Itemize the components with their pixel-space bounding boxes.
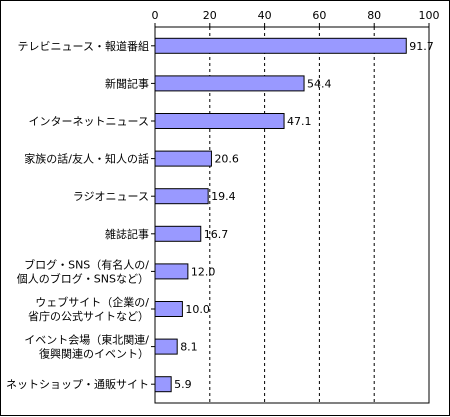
bar [154, 37, 407, 54]
data-label: 47.1 [287, 115, 312, 128]
category-label: インターネットニュース [29, 115, 149, 128]
x-tick-label: 20 [203, 9, 217, 22]
data-label: 16.7 [204, 228, 229, 241]
plot-area-border [154, 26, 430, 404]
bar [154, 376, 172, 393]
bar [154, 338, 178, 355]
bar [154, 188, 209, 205]
bar [154, 225, 202, 242]
data-label: 8.1 [180, 341, 198, 354]
category-label: 新聞記事 [105, 76, 149, 90]
bar [154, 301, 183, 317]
bar [154, 263, 189, 280]
data-label: 20.6 [214, 153, 239, 166]
category-label: 雑誌記事 [105, 227, 149, 241]
data-label: 54.4 [307, 77, 332, 90]
category-label: ブログ・SNS（有名人の/個人のブログ・SNSなど） [17, 257, 149, 285]
bar [154, 75, 305, 92]
data-label: 10.0 [185, 303, 210, 316]
data-label: 91.7 [409, 40, 434, 53]
data-label: 19.4 [211, 190, 236, 203]
data-label: 5.9 [174, 378, 192, 391]
category-label: ネットショップ・通販サイト [6, 378, 149, 391]
category-label: ウェブサイト（企業の/省庁の公式サイトなど） [28, 295, 149, 323]
data-label: 12.0 [191, 265, 216, 278]
category-label: テレビニュース・報道番組 [18, 39, 149, 53]
category-label: イベント会場（東北関連/復興関連のイベント） [24, 333, 149, 361]
bar [154, 150, 212, 167]
x-tick-label: 0 [152, 9, 159, 22]
bar [154, 113, 285, 129]
category-label: 家族の話/友人・知人の話 [24, 152, 149, 166]
x-tick-label: 40 [258, 9, 272, 22]
category-label: ラジオニュース [73, 190, 149, 203]
x-tick-label: 100 [419, 9, 440, 22]
x-tick-label: 80 [367, 9, 381, 22]
x-tick-label: 60 [312, 9, 326, 22]
